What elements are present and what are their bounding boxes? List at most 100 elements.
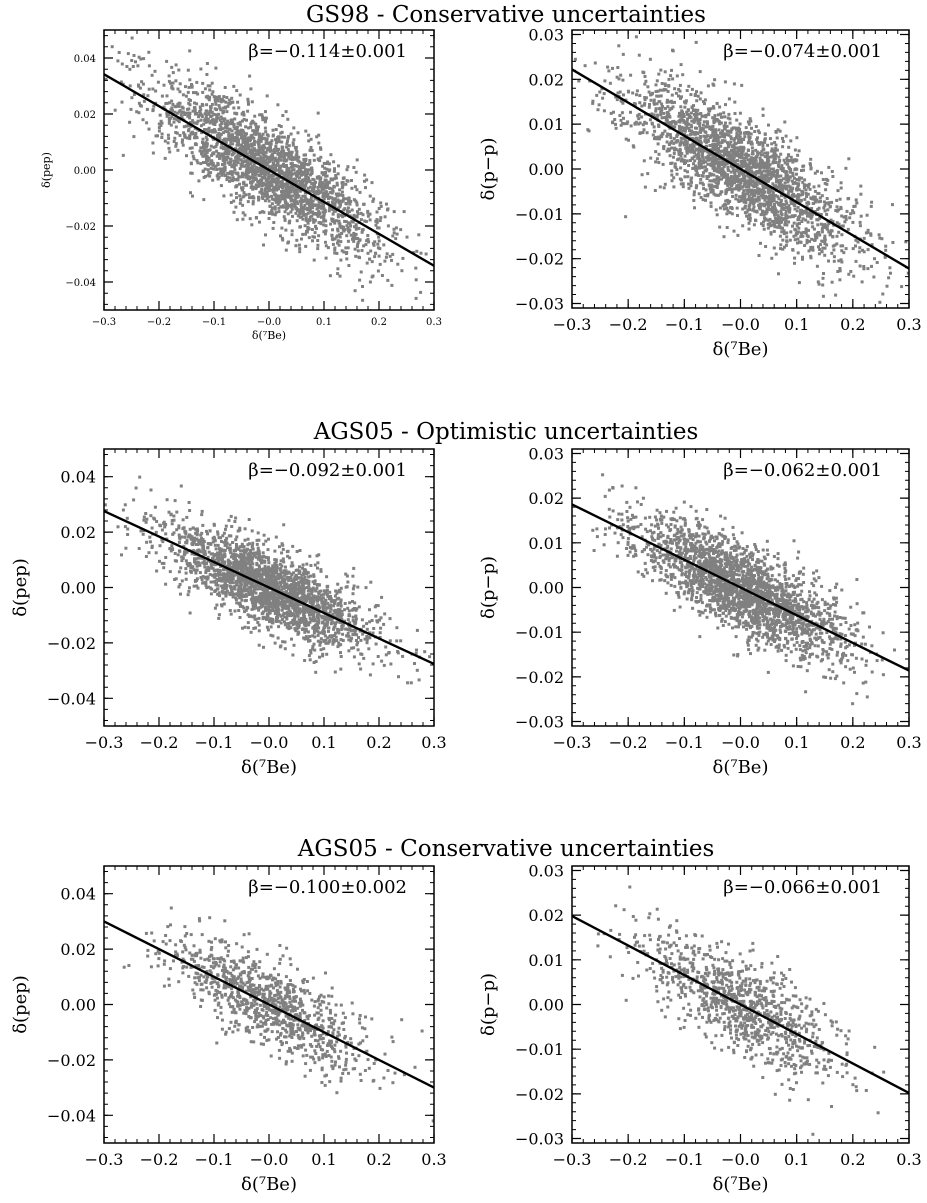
scatter-point xyxy=(802,210,806,213)
scatter-point xyxy=(767,159,771,163)
scatter-point xyxy=(264,130,268,134)
scatter-point xyxy=(271,197,274,201)
scatter-point xyxy=(784,243,788,247)
scatter-point xyxy=(870,243,874,247)
scatter-point xyxy=(267,175,270,179)
scatter-point xyxy=(778,181,782,185)
scatter-point xyxy=(835,234,839,238)
scatter-point xyxy=(311,206,315,210)
scatter-point xyxy=(736,176,740,180)
scatter-point xyxy=(269,181,273,185)
scatter-point xyxy=(670,139,674,143)
scatter-point xyxy=(803,197,807,201)
scatter-point xyxy=(338,222,342,226)
scatter-point xyxy=(647,90,651,94)
scatter-point xyxy=(323,166,327,170)
scatter-point xyxy=(621,52,625,56)
scatter-point xyxy=(291,141,295,145)
scatter-point xyxy=(780,166,784,170)
scatter-point xyxy=(303,178,307,181)
scatter-point xyxy=(751,190,754,194)
scatter-point xyxy=(264,187,267,191)
scatter-point xyxy=(822,272,825,275)
scatter-point xyxy=(272,178,276,182)
scatter-point xyxy=(188,137,192,141)
scatter-point xyxy=(618,114,622,117)
scatter-point xyxy=(241,195,245,199)
scatter-point xyxy=(841,244,845,248)
scatter-point xyxy=(227,134,231,138)
scatter-point xyxy=(793,256,797,260)
scatter-point xyxy=(195,102,199,106)
scatter-point xyxy=(192,121,196,125)
scatter-point xyxy=(781,238,785,242)
scatter-point xyxy=(402,210,406,214)
scatter-point xyxy=(352,239,356,243)
scatter-point xyxy=(748,208,752,212)
scatter-point xyxy=(350,219,354,223)
scatter-point xyxy=(231,142,235,146)
scatter-point xyxy=(260,210,264,214)
x-tick-label: −0.1 xyxy=(665,315,704,334)
scatter-point xyxy=(318,179,322,183)
scatter-point xyxy=(165,101,169,105)
scatter-point xyxy=(745,167,749,171)
scatter-point xyxy=(730,148,734,152)
scatter-point xyxy=(262,118,266,121)
scatter-point xyxy=(700,154,704,158)
scatter-point xyxy=(172,117,176,121)
scatter-point xyxy=(740,147,744,151)
scatter-point xyxy=(844,217,848,221)
scatter-point xyxy=(674,122,678,126)
scatter-point xyxy=(312,158,316,162)
scatter-point xyxy=(758,166,762,170)
scatter-point xyxy=(716,137,720,141)
scatter-point xyxy=(617,77,621,81)
scatter-point xyxy=(794,233,798,237)
scatter-point xyxy=(261,151,265,155)
scatter-point xyxy=(626,89,630,93)
scatter-point xyxy=(120,62,124,66)
scatter-point xyxy=(838,269,842,273)
scatter-point xyxy=(282,159,286,163)
scatter-point xyxy=(851,209,855,213)
scatter-point xyxy=(368,218,372,222)
scatter-point xyxy=(419,290,423,294)
scatter-point xyxy=(738,122,742,126)
scatter-point xyxy=(682,158,686,162)
scatter-point xyxy=(621,122,625,125)
scatter-point xyxy=(631,91,635,95)
scatter-point xyxy=(247,192,251,196)
scatter-point xyxy=(284,195,288,199)
scatter-point xyxy=(697,119,700,123)
scatter-point xyxy=(859,184,863,188)
scatter-point xyxy=(229,201,233,204)
scatter-point xyxy=(801,190,805,194)
scatter-point xyxy=(323,186,327,190)
scatter-point xyxy=(270,139,274,143)
scatter-point xyxy=(629,124,633,128)
scatter-point xyxy=(755,163,758,166)
scatter-point xyxy=(293,202,296,206)
y-tick-label: 0.02 xyxy=(528,70,564,89)
scatter-point xyxy=(337,193,341,197)
scatter-point xyxy=(887,276,891,280)
scatter-point xyxy=(758,202,762,206)
scatter-point xyxy=(766,164,770,168)
scatter-point xyxy=(244,125,248,129)
scatter-point xyxy=(642,71,646,75)
scatter-point xyxy=(662,111,666,115)
scatter-point xyxy=(225,96,229,99)
scatter-point xyxy=(668,108,672,112)
scatter-point xyxy=(739,163,743,167)
scatter-point xyxy=(236,152,240,156)
scatter-point xyxy=(787,178,791,182)
scatter-point xyxy=(796,237,800,241)
scatter-point xyxy=(683,105,687,109)
scatter-point xyxy=(303,160,307,164)
scatter-point xyxy=(255,159,259,163)
scatter-point xyxy=(328,206,332,210)
scatter-point xyxy=(768,137,772,141)
scatter-point xyxy=(268,180,272,184)
scatter-point xyxy=(176,104,180,108)
